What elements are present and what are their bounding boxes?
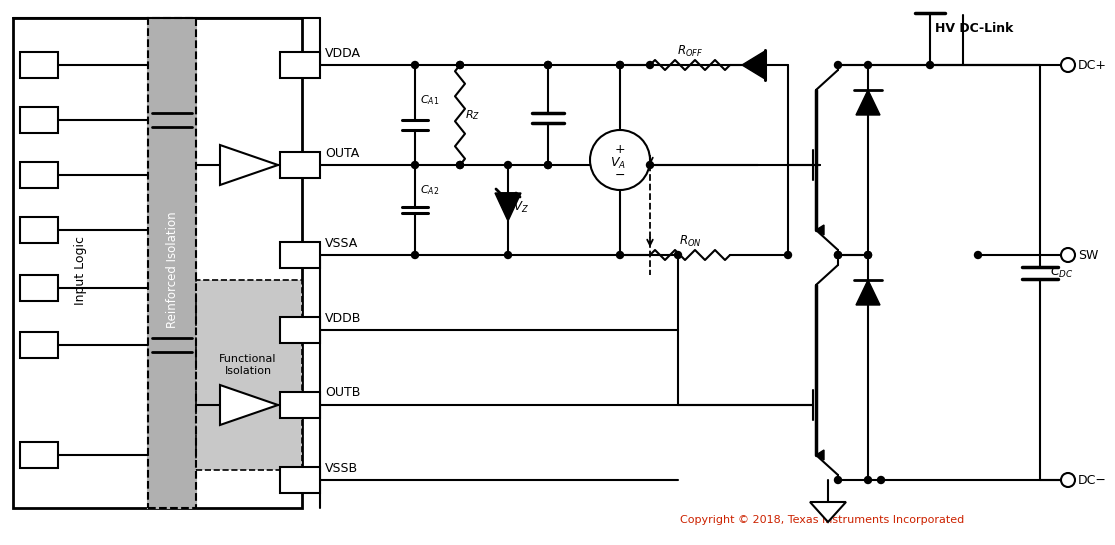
Polygon shape [816,225,824,235]
Text: OUTB: OUTB [324,386,360,399]
Circle shape [456,161,464,168]
Bar [20,52,58,78]
Bar [20,332,58,358]
Text: 11: 11 [292,324,308,336]
Circle shape [617,62,623,69]
Bar [20,217,58,243]
Text: 3: 3 [35,168,43,181]
Circle shape [544,62,552,69]
Circle shape [927,62,933,69]
Circle shape [411,251,418,258]
Text: Reinforced Isolation: Reinforced Isolation [165,211,178,328]
Polygon shape [856,280,880,305]
Text: 6: 6 [35,338,43,352]
Circle shape [834,62,842,69]
Text: −: − [614,168,626,181]
Bar [13,18,302,508]
Text: VSSB: VSSB [324,462,358,475]
Circle shape [834,251,842,258]
Text: $R_{ON}$: $R_{ON}$ [679,233,701,249]
Bar [148,18,196,508]
Text: Functional
Isolation: Functional Isolation [220,354,277,376]
Text: 15: 15 [292,159,308,172]
Circle shape [544,62,552,69]
Bar [196,280,302,470]
Circle shape [864,251,872,258]
Text: 5: 5 [35,282,43,294]
Text: Copyright © 2018, Texas Instruments Incorporated: Copyright © 2018, Texas Instruments Inco… [680,515,964,525]
Circle shape [544,161,552,168]
Text: 10: 10 [292,398,308,411]
Bar [280,242,320,268]
Text: $R_{OFF}$: $R_{OFF}$ [677,44,704,58]
Text: 2: 2 [35,113,43,126]
Polygon shape [220,385,278,425]
Circle shape [864,476,872,483]
Text: 1: 1 [35,58,43,71]
Polygon shape [495,193,521,221]
Polygon shape [220,145,278,185]
Text: $C_{A1}$: $C_{A1}$ [420,93,439,107]
Polygon shape [809,502,846,522]
Text: 9: 9 [297,474,304,487]
Circle shape [834,476,842,483]
Circle shape [617,251,623,258]
Circle shape [975,251,981,258]
Text: DC+: DC+ [1078,58,1107,71]
Circle shape [864,62,872,69]
Circle shape [590,130,650,190]
Circle shape [504,161,512,168]
Circle shape [647,161,653,168]
Bar [280,467,320,493]
Circle shape [456,62,464,69]
Text: VSSA: VSSA [324,237,358,250]
Circle shape [411,62,418,69]
Circle shape [456,161,464,168]
Circle shape [864,251,872,258]
Text: 4: 4 [35,223,43,237]
Polygon shape [856,90,880,115]
Text: $C_{A2}$: $C_{A2}$ [420,183,439,197]
Polygon shape [741,51,765,79]
Circle shape [834,251,842,258]
Text: 8: 8 [35,449,43,462]
Circle shape [878,476,884,483]
Text: 16: 16 [292,58,308,71]
Bar [20,162,58,188]
Text: SW: SW [1078,249,1098,262]
Circle shape [785,251,792,258]
Bar [280,52,320,78]
Bar [196,280,302,470]
Bar [20,442,58,468]
Text: +: + [614,142,626,155]
Text: VDDB: VDDB [324,312,361,324]
Bar [20,275,58,301]
Circle shape [504,251,512,258]
Circle shape [647,62,653,69]
Circle shape [675,251,681,258]
Circle shape [1061,248,1075,262]
Bar [280,152,320,178]
Bar [280,392,320,418]
Text: 14: 14 [292,249,308,262]
Text: $R_Z$: $R_Z$ [465,108,481,122]
Bar [20,107,58,133]
Text: Input Logic: Input Logic [74,235,87,305]
Circle shape [1061,473,1075,487]
Polygon shape [816,450,824,460]
Circle shape [544,161,552,168]
Text: DC−: DC− [1078,474,1107,487]
Text: HV DC-Link: HV DC-Link [935,21,1014,34]
Bar [148,18,196,508]
Circle shape [411,161,418,168]
Text: $C_{DC}$: $C_{DC}$ [1050,265,1074,280]
Text: $V_Z$: $V_Z$ [513,199,529,215]
Circle shape [1061,58,1075,72]
Text: OUTA: OUTA [324,147,359,160]
Bar [280,317,320,343]
Circle shape [617,62,623,69]
Text: $V_A$: $V_A$ [610,155,626,171]
Text: VDDA: VDDA [324,46,361,59]
Circle shape [456,62,464,69]
